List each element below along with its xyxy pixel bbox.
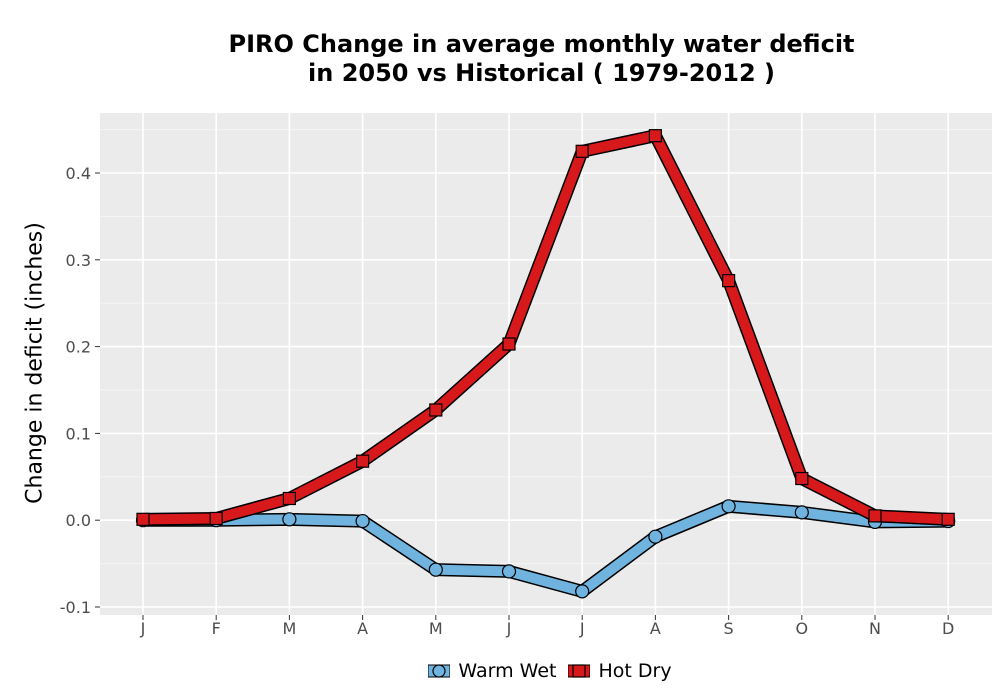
- legend-label-warm-wet: Warm Wet: [458, 660, 557, 682]
- legend-item-warm-wet: Warm Wet: [428, 660, 556, 682]
- warm-wet-point: [648, 529, 663, 544]
- warm-wet-point: [282, 512, 297, 527]
- hot-dry-point: [429, 403, 443, 417]
- grid-minor: [100, 129, 992, 565]
- y-tick-label: 0.0: [66, 511, 91, 530]
- chart-title-line2: in 2050 vs Historical ( 1979-2012 ): [308, 59, 775, 87]
- y-tick-label: -0.1: [60, 598, 91, 617]
- hot-dry-point: [648, 129, 663, 143]
- legend-key-warm-wet: [428, 664, 451, 678]
- x-tick-label: J: [579, 619, 585, 638]
- warm-wet-point: [794, 505, 809, 520]
- legend-item-hot-dry: Hot Dry: [568, 660, 672, 682]
- hot-dry-point: [282, 491, 296, 506]
- x-tick-label: N: [869, 619, 881, 638]
- y-tick-label: 0.3: [66, 251, 91, 270]
- x-tick-label: A: [650, 619, 661, 638]
- hot-dry-point: [502, 337, 516, 351]
- warm-wet-point: [355, 513, 370, 529]
- x-tick-label: M: [429, 619, 443, 638]
- x-tick-label: M: [282, 619, 296, 638]
- plot-panel: [100, 113, 992, 615]
- warm-wet-line: [143, 501, 949, 597]
- series-layer: [135, 129, 956, 599]
- x-tick-label: J: [140, 619, 146, 638]
- hot-dry-point: [356, 454, 370, 468]
- legend-key-hot-dry: [568, 664, 591, 678]
- hot-dry-point: [575, 144, 589, 158]
- hot-dry-point: [795, 471, 809, 486]
- warm-wet-point: [501, 564, 517, 579]
- x-tick-label: F: [212, 619, 221, 638]
- hot-dry-point: [136, 512, 150, 526]
- legend: Warm Wet Hot Dry: [0, 660, 1000, 682]
- hot-dry-point: [721, 274, 736, 288]
- chart-title-line1: PIRO Change in average monthly water def…: [228, 30, 855, 58]
- x-tick-label: D: [942, 619, 954, 638]
- y-tick-label: 0.4: [66, 164, 91, 183]
- legend-label-hot-dry: Hot Dry: [598, 660, 672, 682]
- axis-ticks: -0.1 0.0 0.1 0.2 0.3 0.4 J F M A M J J A S O N D: [60, 164, 955, 638]
- x-tick-label: J: [506, 619, 512, 638]
- x-tick-label: O: [796, 619, 809, 638]
- warm-wet-point: [721, 499, 736, 514]
- warm-wet-point: [428, 562, 443, 577]
- y-tick-label: 0.2: [66, 338, 91, 357]
- x-tick-label: S: [724, 619, 734, 638]
- x-tick-label: A: [357, 619, 368, 638]
- warm-wet-point: [575, 584, 590, 599]
- hot-dry-point: [868, 509, 882, 523]
- hot-dry-point: [941, 512, 955, 526]
- chart-title: PIRO Change in average monthly water def…: [0, 30, 1000, 88]
- plot-area: -0.1 0.0 0.1 0.2 0.3 0.4 J F M A M J J A S O N D: [60, 113, 992, 638]
- y-tick-label: 0.1: [66, 424, 91, 443]
- hot-dry-point: [209, 511, 223, 526]
- hot-dry-line: [142, 130, 949, 525]
